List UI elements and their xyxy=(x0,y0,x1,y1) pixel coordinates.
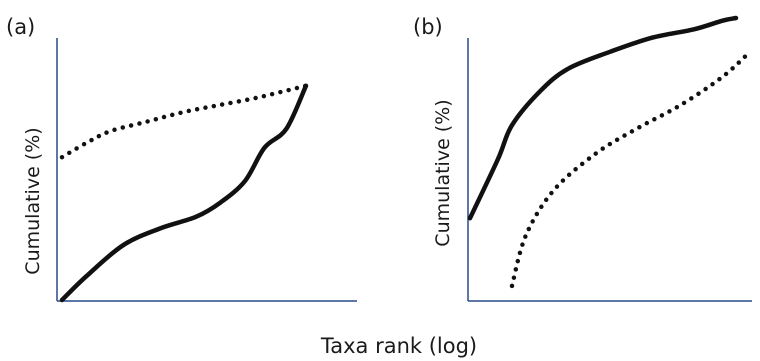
panel-a-solid-series xyxy=(59,83,309,303)
x-axis-label: Taxa rank (log) xyxy=(320,334,477,358)
panel-a-y-axis-label: Cumulative (%) xyxy=(22,127,44,274)
panel-b-dotted-series xyxy=(509,49,753,289)
panel-a-label: (a) xyxy=(6,15,35,39)
panel-a: (a) Cumulative (%) xyxy=(6,15,357,303)
panel-a-dotted-series xyxy=(59,83,309,160)
panel-b-solid-series xyxy=(467,15,739,221)
panel-b-y-axis-label: Cumulative (%) xyxy=(432,99,454,246)
panel-b: (b) Cumulative (%) xyxy=(413,15,753,302)
panel-b-label: (b) xyxy=(413,15,443,39)
